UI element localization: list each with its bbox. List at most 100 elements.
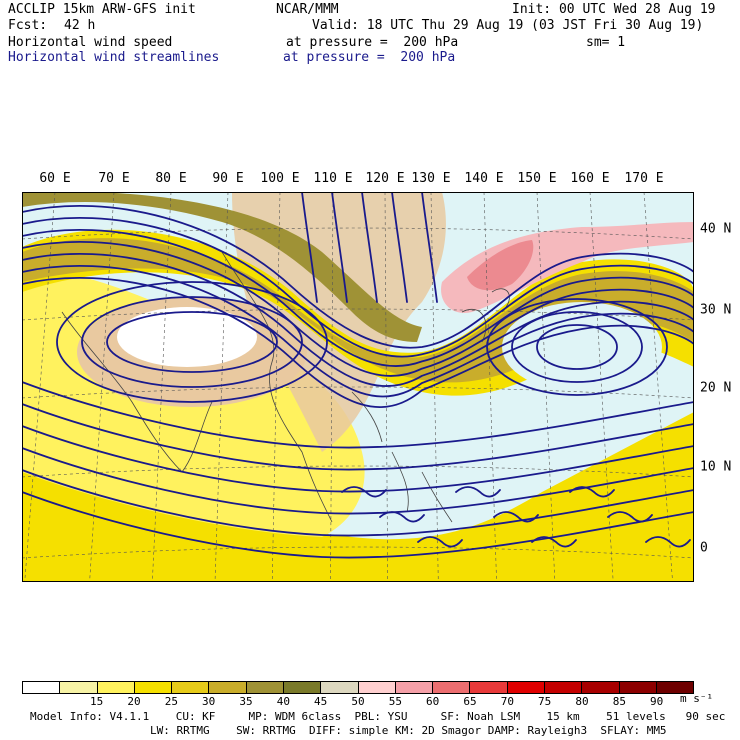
field2-name: Horizontal wind streamlines <box>8 50 220 65</box>
streamline <box>22 205 694 349</box>
land-china <box>232 192 446 452</box>
streamline <box>56 281 328 403</box>
colorbar-swatch <box>321 682 359 693</box>
streamline <box>22 403 694 471</box>
colorbar-label: 35 <box>239 695 253 708</box>
colorbar-label: 30 <box>202 695 216 708</box>
streamline <box>22 277 694 408</box>
colorbar-label: 45 <box>314 695 328 708</box>
longitude-label: 140 E <box>464 171 504 186</box>
map-frame <box>22 192 694 582</box>
colorbar-swatch <box>395 682 434 693</box>
parallel <box>22 227 694 240</box>
colorbar-swatch <box>619 682 657 693</box>
colorbar-swatch <box>23 682 61 693</box>
colorbar-swatch <box>60 682 98 693</box>
footer-physics-info: LW: RRTMG SW: RRTMG DIFF: simple KM: 2D … <box>150 724 667 737</box>
longitude-label: 170 E <box>624 171 664 186</box>
longitude-label: 100 E <box>260 171 300 186</box>
colorbar-swatch <box>209 682 247 693</box>
colorbar-label: 55 <box>388 695 402 708</box>
streamline <box>493 511 539 523</box>
longitude-label: 70 E <box>98 171 130 186</box>
colorbar-label: 80 <box>575 695 589 708</box>
colorbar-swatch <box>246 682 284 693</box>
streamline <box>22 253 694 388</box>
colorbar-swatch <box>172 682 210 693</box>
streamline <box>341 486 387 498</box>
longitude-label: 160 E <box>570 171 610 186</box>
streamline <box>301 192 318 303</box>
longitude-label: 150 E <box>517 171 557 186</box>
streamline <box>421 192 438 303</box>
latitude-label: 20 N <box>700 380 732 396</box>
latitude-label: 40 N <box>700 221 732 237</box>
colorbar-label: 75 <box>538 695 552 708</box>
streamline <box>331 192 348 303</box>
jet-core-west <box>22 192 422 342</box>
latitude-label: 0 <box>700 540 708 556</box>
streamline <box>645 536 691 548</box>
streamline <box>379 511 425 523</box>
field1-smooth: sm= 1 <box>586 35 626 50</box>
colorbar <box>22 681 694 694</box>
field2-level: at pressure = 200 hPa <box>283 50 456 65</box>
longitude-label: 130 E <box>411 171 451 186</box>
center-label: NCAR/MMM <box>276 2 339 17</box>
colorbar-units: m s⁻¹ <box>680 692 714 705</box>
colorbar-swatch <box>582 682 620 693</box>
streamline <box>22 425 694 493</box>
streamline <box>536 324 618 370</box>
pacific-high <box>502 302 662 392</box>
init-time: Init: 00 UTC Wed 28 Aug 19 <box>512 2 716 17</box>
footer-model-info: Model Info: V4.1.1 CU: KF MP: WDM 6class… <box>30 710 726 723</box>
colorbar-swatch <box>134 682 173 693</box>
longitude-label: 90 E <box>212 171 244 186</box>
latitude-label: 30 N <box>700 302 732 318</box>
streamline <box>361 192 378 303</box>
colorbar-label: 20 <box>127 695 141 708</box>
meridian <box>643 192 673 582</box>
colorbar-swatch <box>358 682 396 693</box>
tibet-high-center <box>117 307 257 367</box>
colorbar-label: 40 <box>276 695 290 708</box>
longitude-label: 120 E <box>365 171 405 186</box>
streamline <box>455 486 501 498</box>
colorbar-swatch <box>507 682 545 693</box>
parallel <box>22 465 694 478</box>
longitude-label: 80 E <box>155 171 187 186</box>
colorbar-label: 65 <box>463 695 477 708</box>
jet-max-red <box>467 240 534 291</box>
parallel <box>22 386 694 399</box>
colorbar-label: 15 <box>90 695 104 708</box>
meridian <box>24 192 56 582</box>
streamline <box>22 469 694 537</box>
streamline <box>417 536 463 548</box>
field1-name: Horizontal wind speed <box>8 35 173 50</box>
streamline <box>22 241 694 377</box>
colorbar-swatch <box>470 682 508 693</box>
streamlines <box>22 192 694 559</box>
latitude-label: 10 N <box>700 459 732 475</box>
colorbar-label: 85 <box>612 695 626 708</box>
streamline <box>391 192 408 303</box>
colorbar-swatch <box>97 682 135 693</box>
streamline <box>22 229 694 367</box>
colorbar-label: 50 <box>351 695 365 708</box>
streamline <box>607 511 653 523</box>
streamline <box>486 298 668 396</box>
colorbar-label: 90 <box>650 695 664 708</box>
streamline <box>106 311 278 373</box>
fcst-label: Fcst: <box>8 18 48 33</box>
colorbar-swatch <box>433 682 471 693</box>
streamline <box>22 381 694 449</box>
colorbar-label: 70 <box>500 695 514 708</box>
colorbar-label: 60 <box>426 695 440 708</box>
longitude-label: 110 E <box>313 171 353 186</box>
streamline <box>569 486 615 498</box>
field1-level: at pressure = 200 hPa <box>286 35 459 50</box>
model-title: ACCLIP 15km ARW-GFS init <box>8 2 196 17</box>
streamline <box>81 296 303 388</box>
colorbar-swatch <box>544 682 583 693</box>
streamline <box>531 536 577 548</box>
